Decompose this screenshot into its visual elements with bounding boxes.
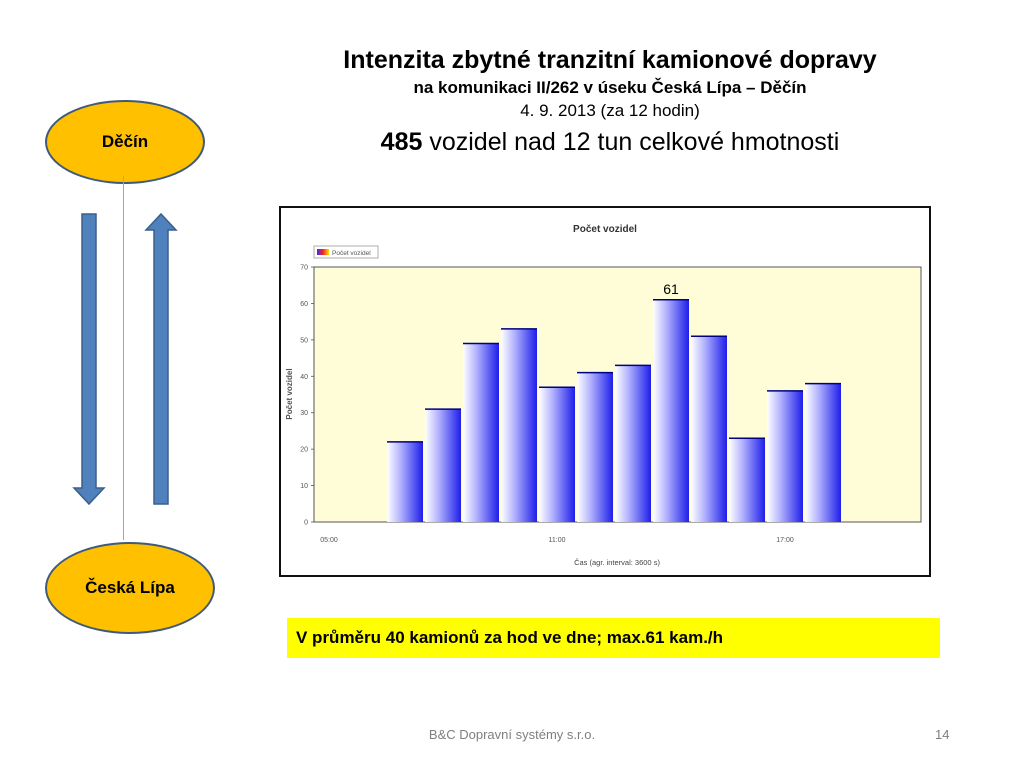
bar-1400 — [653, 299, 689, 522]
x-tick-label: 17:00 — [776, 537, 794, 544]
bar-0700 — [387, 441, 423, 522]
bar-1500 — [691, 336, 727, 522]
city-decin: Děčín — [45, 100, 205, 184]
bar-0800 — [425, 409, 461, 522]
legend-box — [313, 245, 379, 259]
y-tick-label: 0 — [304, 520, 308, 527]
bar-1600 — [729, 438, 765, 522]
city-ceska-lipa: Česká Lípa — [45, 542, 215, 634]
legend-swatch — [317, 249, 329, 255]
y-tick-label: 60 — [300, 301, 308, 308]
bar-1300 — [615, 365, 651, 522]
y-axis-label: Počet vozidel — [285, 368, 294, 419]
y-tick-label: 20 — [300, 447, 308, 454]
footer-company: B&C Dopravní systémy s.r.o. — [428, 727, 596, 742]
x-tick-label: 05:00 — [320, 537, 338, 544]
x-tick-label: 11:00 — [549, 537, 566, 544]
y-tick-label: 70 — [300, 265, 308, 272]
city-ceska-lipa-label: Česká Lípa — [85, 578, 175, 597]
vehicle-count-text: vozidel nad 12 tun celkové hmotnosti — [422, 128, 840, 156]
vehicle-count: 485 — [380, 128, 423, 156]
y-tick-label: 40 — [300, 374, 308, 381]
chart-legend: Počet vozidel — [313, 245, 379, 259]
measurement-date: 4. 9. 2013 (za 12 hodin) — [520, 101, 700, 120]
route-line — [123, 176, 124, 540]
chart-title: Počet vozidel — [573, 224, 637, 235]
vehicle-count-line: 485 vozidel nad 12 tun celkové hmotnosti — [270, 124, 950, 160]
bar-1000 — [501, 328, 537, 522]
bar-1100 — [539, 387, 575, 522]
y-tick-label: 10 — [300, 483, 308, 490]
legend-label: Počet vozidel — [332, 250, 371, 257]
city-decin-label: Děčín — [101, 132, 149, 151]
summary-text: V průměru 40 kamionů za hod ve dne; max.… — [296, 628, 724, 647]
max-value-label: 61 — [663, 281, 679, 297]
page-title: Intenzita zbytné tranzitní kamionové dop… — [343, 46, 877, 74]
chart-frame: Počet vozidel Počet vozidel Počet vozide… — [279, 206, 931, 577]
bar-chart: Počet vozidel Počet vozidel Počet vozide… — [285, 224, 922, 567]
bar-1200 — [577, 372, 613, 522]
summary-box: V průměru 40 kamionů za hod ve dne; max.… — [287, 618, 940, 658]
y-tick-label: 30 — [300, 410, 308, 417]
bar-0900 — [463, 343, 499, 522]
bar-1800 — [805, 383, 841, 522]
page-subtitle: na komunikaci II/262 v úseku Česká Lípa … — [413, 78, 807, 97]
x-axis-label: Čas (agr. interval: 3600 s) — [574, 558, 660, 567]
bar-1700 — [767, 390, 803, 522]
arrow-down-icon — [72, 213, 106, 506]
arrow-up-icon — [144, 212, 178, 505]
title-block: Intenzita zbytné tranzitní kamionové dop… — [270, 44, 950, 160]
direction-arrows — [72, 212, 178, 506]
y-tick-label: 50 — [300, 337, 308, 344]
page-number: 14 — [935, 727, 950, 742]
